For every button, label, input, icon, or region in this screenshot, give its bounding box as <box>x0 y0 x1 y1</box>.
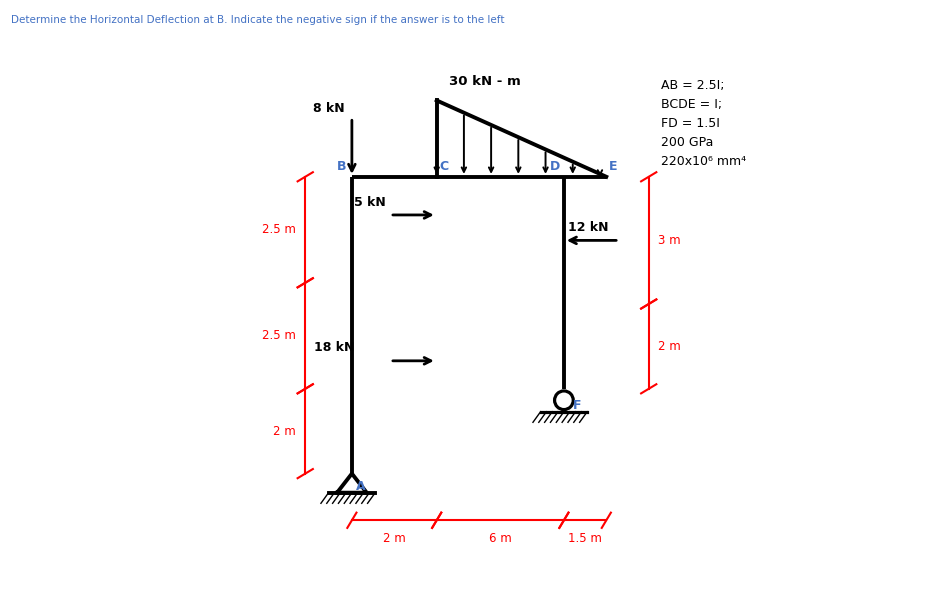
Text: 1.5 m: 1.5 m <box>567 532 602 545</box>
Text: 2 m: 2 m <box>657 340 680 353</box>
Text: 2.5 m: 2.5 m <box>262 223 296 237</box>
Text: E: E <box>608 160 617 174</box>
Text: 30 kN - m: 30 kN - m <box>449 75 520 88</box>
Text: A: A <box>356 480 365 493</box>
Text: 2 m: 2 m <box>273 425 296 437</box>
Text: D: D <box>549 160 560 174</box>
Text: F: F <box>572 399 580 413</box>
Text: 3 m: 3 m <box>657 234 680 247</box>
Text: AB = 2.5I;
BCDE = I;
FD = 1.5I
200 GPa
220x10⁶ mm⁴: AB = 2.5I; BCDE = I; FD = 1.5I 200 GPa 2… <box>661 79 746 168</box>
Text: 18 kN: 18 kN <box>314 341 354 355</box>
Text: B: B <box>337 160 346 174</box>
Text: 8 kN: 8 kN <box>313 102 344 116</box>
Text: 5 kN: 5 kN <box>354 195 386 209</box>
Text: C: C <box>439 160 448 174</box>
Text: 6 m: 6 m <box>489 532 511 545</box>
Text: 2 m: 2 m <box>383 532 405 545</box>
Text: 12 kN: 12 kN <box>567 221 608 234</box>
Text: Determine the Horizontal Deflection at B. Indicate the negative sign if the answ: Determine the Horizontal Deflection at B… <box>11 15 505 25</box>
Text: 2.5 m: 2.5 m <box>262 329 296 342</box>
